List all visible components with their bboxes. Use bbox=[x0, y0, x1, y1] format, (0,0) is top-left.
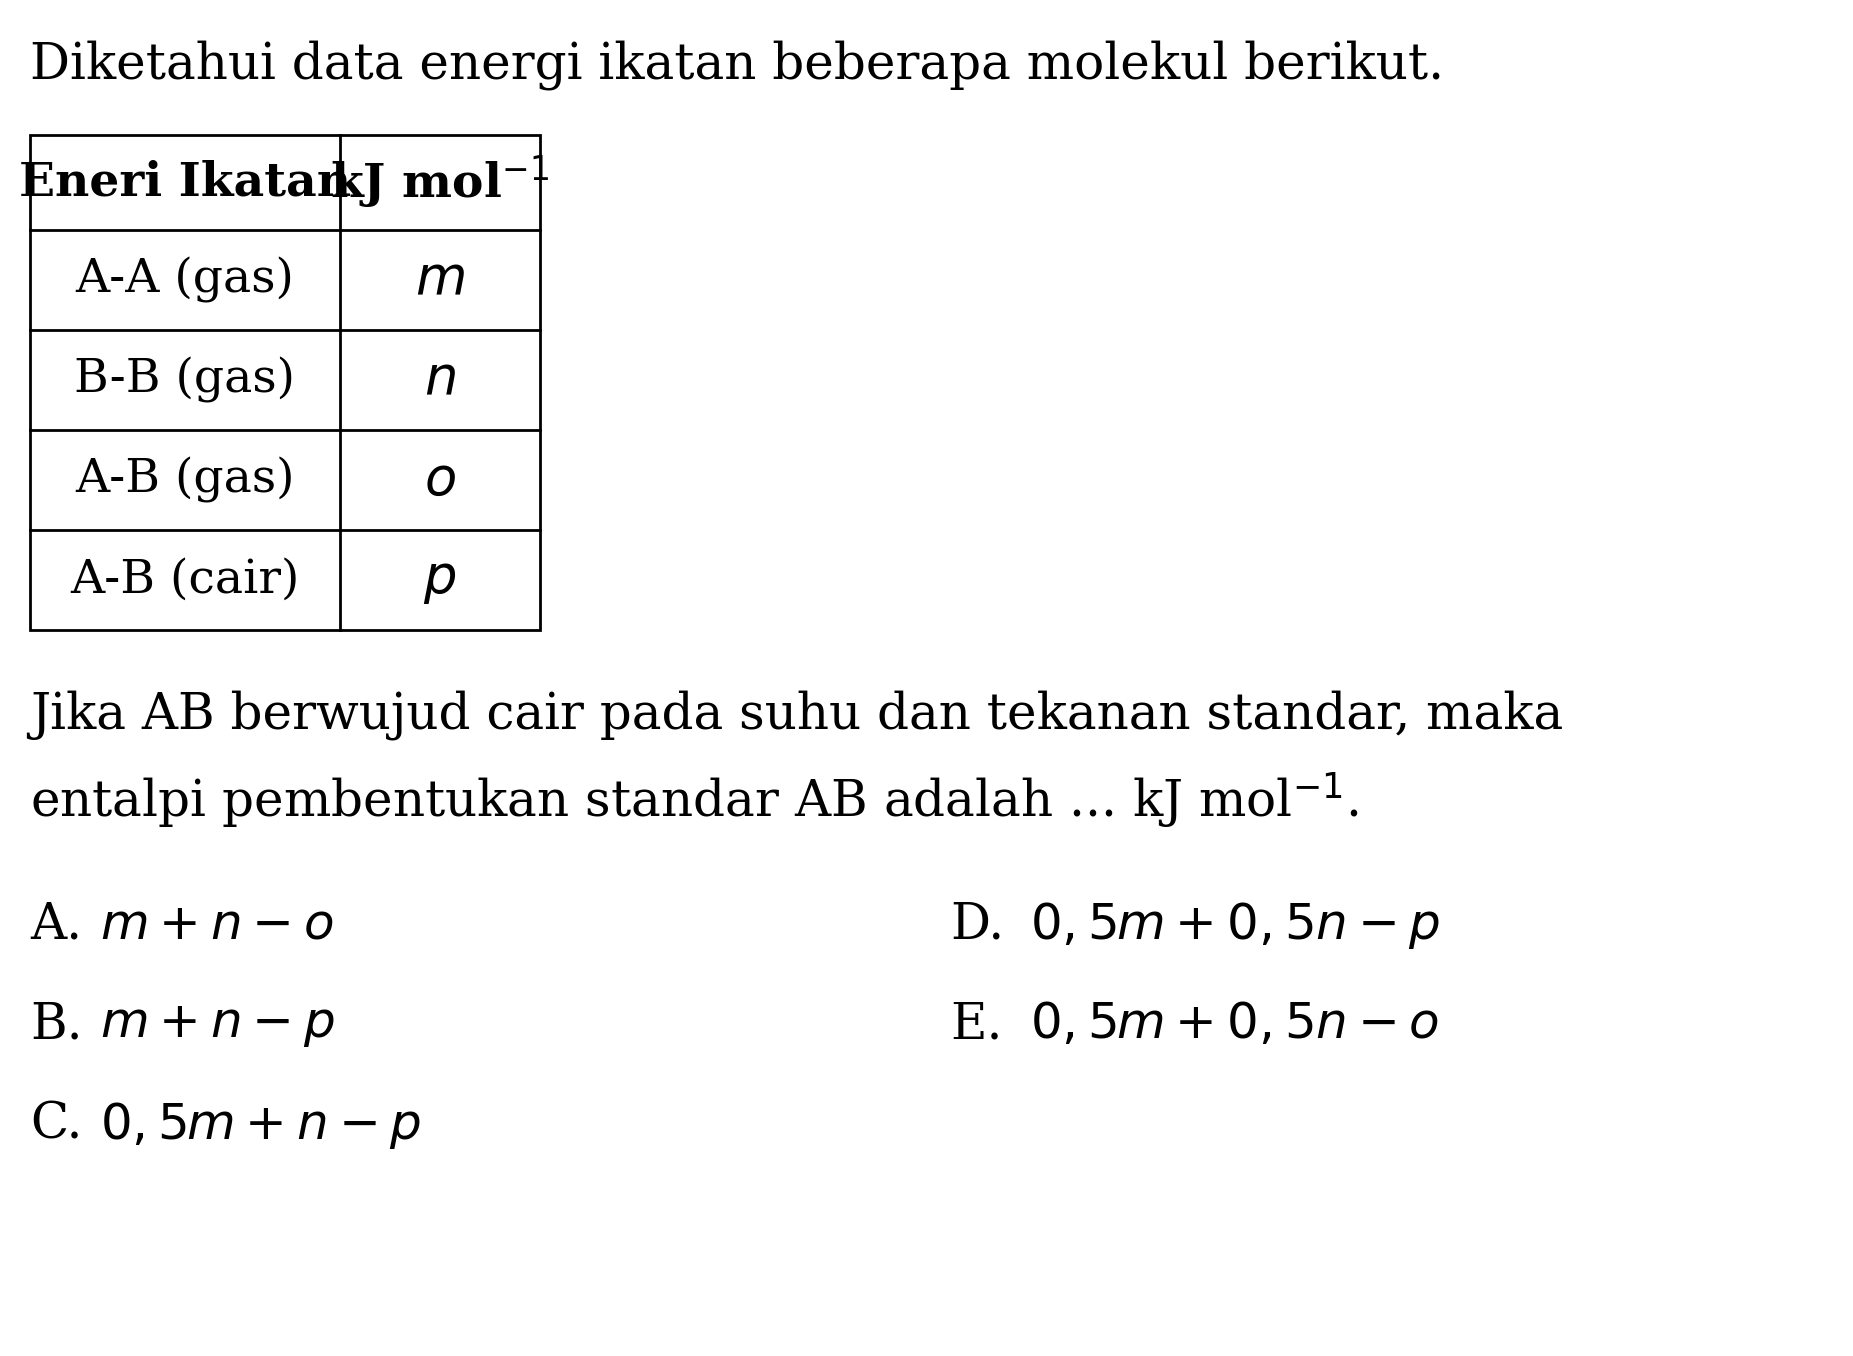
Text: $0,5m+0,5n-o$: $0,5m+0,5n-o$ bbox=[1030, 999, 1440, 1050]
Text: A.: A. bbox=[30, 900, 82, 949]
Text: C.: C. bbox=[30, 1100, 83, 1150]
Bar bbox=[30, 136, 539, 631]
Text: Eneri Ikatan: Eneri Ikatan bbox=[19, 160, 350, 206]
Text: $o$: $o$ bbox=[424, 454, 456, 506]
Text: $n$: $n$ bbox=[424, 354, 456, 405]
Text: $m+n-o$: $m+n-o$ bbox=[100, 900, 334, 949]
Text: $p$: $p$ bbox=[422, 555, 456, 606]
Text: $m+n-p$: $m+n-p$ bbox=[100, 999, 335, 1050]
Text: $0,5m+n-p$: $0,5m+n-p$ bbox=[100, 1100, 421, 1151]
Text: B-B (gas): B-B (gas) bbox=[74, 357, 295, 403]
Text: E.: E. bbox=[951, 999, 1002, 1050]
Text: kJ mol$^{-1}$: kJ mol$^{-1}$ bbox=[330, 153, 550, 212]
Text: $0,5m+0,5n-p$: $0,5m+0,5n-p$ bbox=[1030, 900, 1440, 951]
Text: A-B (cair): A-B (cair) bbox=[70, 557, 300, 602]
Text: Jika AB berwujud cair pada suhu dan tekanan standar, maka: Jika AB berwujud cair pada suhu dan teka… bbox=[30, 690, 1564, 740]
Text: Diketahui data energi ikatan beberapa molekul berikut.: Diketahui data energi ikatan beberapa mo… bbox=[30, 39, 1443, 89]
Text: B.: B. bbox=[30, 999, 83, 1050]
Text: entalpi pembentukan standar AB adalah ... kJ mol$^{-1}$.: entalpi pembentukan standar AB adalah ..… bbox=[30, 770, 1358, 831]
Text: A-A (gas): A-A (gas) bbox=[76, 256, 295, 302]
Text: A-B (gas): A-B (gas) bbox=[76, 457, 295, 503]
Text: $m$: $m$ bbox=[415, 255, 465, 305]
Text: D.: D. bbox=[951, 900, 1004, 949]
